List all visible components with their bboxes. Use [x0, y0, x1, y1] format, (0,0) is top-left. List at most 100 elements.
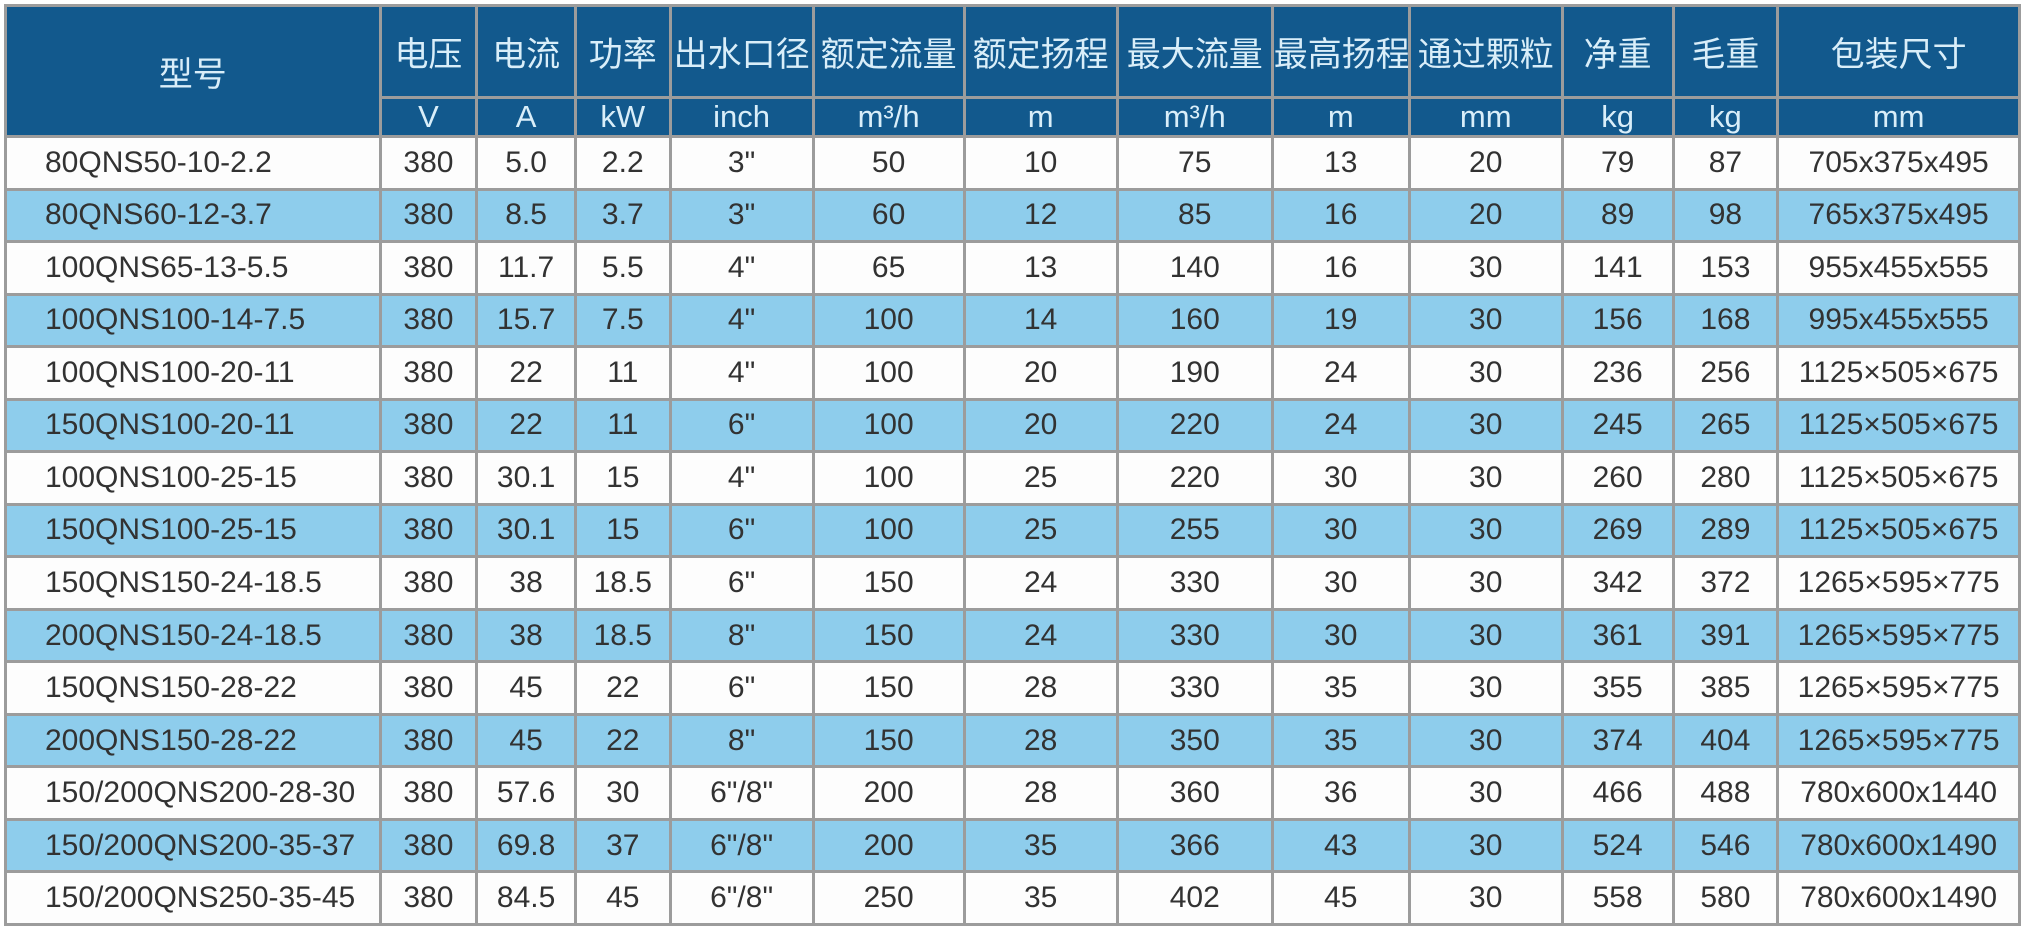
package-size-cell: 705x375x495	[1776, 135, 2021, 191]
power-cell: 37	[573, 817, 672, 874]
rated-head-cell: 28	[962, 765, 1119, 821]
rated-flow-cell: 200	[811, 817, 966, 874]
outlet-cell: 6"	[668, 397, 815, 454]
column-unit-particle: mm	[1407, 96, 1564, 138]
max-head-cell: 30	[1270, 607, 1411, 664]
max-head-cell: 35	[1270, 712, 1411, 769]
particle-cell: 30	[1407, 607, 1564, 664]
package-size-cell: 995x455x555	[1776, 292, 2021, 349]
column-header-package-size: 包装尺寸	[1776, 4, 2021, 99]
model-cell: 150QNS100-25-15	[4, 502, 382, 559]
package-size-cell: 1125×505×675	[1776, 450, 2021, 506]
outlet-cell: 4"	[668, 450, 815, 506]
gross-weight-cell: 372	[1671, 555, 1780, 611]
max-flow-cell: 360	[1115, 765, 1274, 821]
net-weight-cell: 236	[1560, 345, 1675, 401]
rated-flow-cell: 60	[811, 187, 966, 244]
model-cell: 80QNS50-10-2.2	[4, 135, 382, 191]
max-flow-cell: 330	[1115, 660, 1274, 716]
voltage-cell: 380	[378, 712, 479, 769]
power-cell: 18.5	[573, 607, 672, 664]
power-cell: 22	[573, 712, 672, 769]
package-size-cell: 780x600x1490	[1776, 870, 2021, 926]
table-row: 200QNS150-28-22 380 45 22 8" 150 28 350 35 30 374 4…	[4, 712, 2021, 769]
max-head-cell: 45	[1270, 870, 1411, 926]
column-header-rated-head: 额定扬程	[962, 4, 1119, 99]
particle-cell: 30	[1407, 292, 1564, 349]
outlet-cell: 4"	[668, 345, 815, 401]
max-flow-cell: 85	[1115, 187, 1274, 244]
model-cell: 100QNS100-14-7.5	[4, 292, 382, 349]
model-cell: 150/200QNS200-28-30	[4, 765, 382, 821]
particle-cell: 20	[1407, 187, 1564, 244]
current-cell: 45	[475, 660, 577, 716]
max-flow-cell: 220	[1115, 397, 1274, 454]
current-cell: 11.7	[475, 240, 577, 296]
power-cell: 45	[573, 870, 672, 926]
rated-head-cell: 20	[962, 397, 1119, 454]
net-weight-cell: 245	[1560, 397, 1675, 454]
package-size-cell: 1125×505×675	[1776, 345, 2021, 401]
net-weight-cell: 466	[1560, 765, 1675, 821]
particle-cell: 30	[1407, 345, 1564, 401]
current-cell: 22	[475, 345, 577, 401]
column-header-gross-weight: 毛重	[1671, 4, 1780, 99]
package-size-cell: 1125×505×675	[1776, 397, 2021, 454]
column-unit-outlet: inch	[668, 96, 815, 138]
table-row: 150/200QNS250-35-45 380 84.5 45 6"/8" 250 35 40…	[4, 870, 2021, 926]
max-head-cell: 24	[1270, 397, 1411, 454]
model-cell: 100QNS65-13-5.5	[4, 240, 382, 296]
max-flow-cell: 140	[1115, 240, 1274, 296]
current-cell: 69.8	[475, 817, 577, 874]
voltage-cell: 380	[378, 817, 479, 874]
model-cell: 150QNS150-28-22	[4, 660, 382, 716]
gross-weight-cell: 385	[1671, 660, 1780, 716]
rated-head-cell: 35	[962, 870, 1119, 926]
rated-head-cell: 12	[962, 187, 1119, 244]
net-weight-cell: 260	[1560, 450, 1675, 506]
gross-weight-cell: 404	[1671, 712, 1780, 769]
model-cell: 200QNS150-28-22	[4, 712, 382, 769]
net-weight-cell: 269	[1560, 502, 1675, 559]
power-cell: 15	[573, 450, 672, 506]
column-header-max-head: 最高扬程	[1270, 4, 1411, 99]
net-weight-cell: 79	[1560, 135, 1675, 191]
max-flow-cell: 160	[1115, 292, 1274, 349]
particle-cell: 30	[1407, 870, 1564, 926]
current-cell: 15.7	[475, 292, 577, 349]
voltage-cell: 380	[378, 240, 479, 296]
current-cell: 22	[475, 397, 577, 454]
column-unit-package-size: mm	[1776, 96, 2021, 138]
package-size-cell: 780x600x1490	[1776, 817, 2021, 874]
table-row: 100QNS100-20-11 380 22 11 4" 100 20 190 24 30 236 2…	[4, 345, 2021, 401]
net-weight-cell: 361	[1560, 607, 1675, 664]
gross-weight-cell: 280	[1671, 450, 1780, 506]
table-row: 80QNS60-12-3.7 380 8.5 3.7 3" 60 12 85 16 20 89 98 7…	[4, 187, 2021, 244]
gross-weight-cell: 153	[1671, 240, 1780, 296]
current-cell: 38	[475, 555, 577, 611]
column-unit-power: kW	[573, 96, 672, 138]
outlet-cell: 8"	[668, 712, 815, 769]
package-size-cell: 1265×595×775	[1776, 660, 2021, 716]
table-row: 150QNS150-28-22 380 45 22 6" 150 28 330 35 30 355 3…	[4, 660, 2021, 716]
rated-head-cell: 28	[962, 660, 1119, 716]
column-header-outlet: 出水口径	[668, 4, 815, 99]
gross-weight-cell: 391	[1671, 607, 1780, 664]
gross-weight-cell: 546	[1671, 817, 1780, 874]
max-head-cell: 16	[1270, 240, 1411, 296]
model-cell: 150QNS100-20-11	[4, 397, 382, 454]
voltage-cell: 380	[378, 555, 479, 611]
power-cell: 30	[573, 765, 672, 821]
current-cell: 57.6	[475, 765, 577, 821]
column-unit-current: A	[475, 96, 577, 138]
table-header: 型号 电压 电流 功率 出水口径 额定流量 额定扬程 最大流量 最高扬程 通过颗粒 净重 毛重 包装尺寸…	[4, 4, 2021, 138]
max-flow-cell: 330	[1115, 555, 1274, 611]
package-size-cell: 1265×595×775	[1776, 607, 2021, 664]
model-cell: 200QNS150-24-18.5	[4, 607, 382, 664]
voltage-cell: 380	[378, 450, 479, 506]
max-flow-cell: 190	[1115, 345, 1274, 401]
max-head-cell: 13	[1270, 135, 1411, 191]
current-cell: 30.1	[475, 502, 577, 559]
particle-cell: 30	[1407, 555, 1564, 611]
package-size-cell: 955x455x555	[1776, 240, 2021, 296]
